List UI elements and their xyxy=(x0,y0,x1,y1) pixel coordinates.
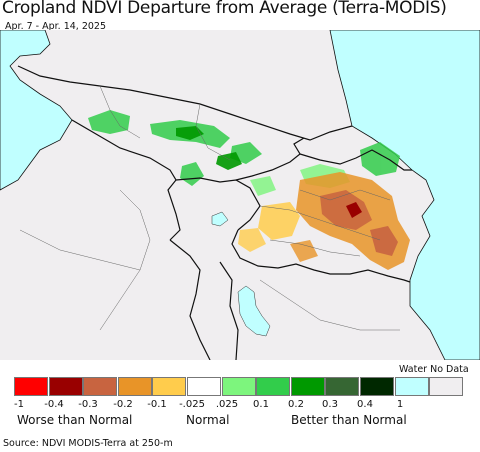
legend-water-nodata-label: Water No Data xyxy=(399,364,469,375)
admin-borders xyxy=(19,85,400,331)
legend-swatch xyxy=(49,377,83,396)
legend-caption-normal: Normal xyxy=(186,413,230,427)
legend-tick-label: -.025 xyxy=(179,399,205,410)
legend-swatch xyxy=(14,377,48,396)
legend-swatch xyxy=(360,377,394,396)
legend-tick-label: 0.1 xyxy=(253,399,269,410)
legend-tick-label: 0.2 xyxy=(288,399,304,410)
legend-swatch xyxy=(395,377,429,396)
legend-swatch xyxy=(256,377,290,396)
legend-color-bar xyxy=(14,377,467,396)
legend-swatch xyxy=(429,377,463,396)
date-range: Apr. 7 - Apr. 14, 2025 xyxy=(5,21,107,32)
legend-tick-label: 0.3 xyxy=(322,399,338,410)
lake-urmia xyxy=(237,285,271,337)
negative-departure-areas xyxy=(238,172,410,270)
legend-swatch xyxy=(83,377,117,396)
legend-swatch xyxy=(187,377,221,396)
legend-tick-label: -0.4 xyxy=(44,399,64,410)
borders xyxy=(17,65,412,360)
legend-tick-label: 0.4 xyxy=(357,399,373,410)
legend-tick-label: -0.1 xyxy=(147,399,167,410)
legend-swatch xyxy=(325,377,359,396)
ndvi-map xyxy=(0,30,480,360)
legend-tick-label: -1 xyxy=(14,399,24,410)
strong-positive-areas xyxy=(176,126,242,170)
legend-swatch xyxy=(152,377,186,396)
legend-tick-label: 1 xyxy=(396,399,404,410)
legend-swatch xyxy=(291,377,325,396)
legend-swatch xyxy=(222,377,256,396)
legend-caption-worse: Worse than Normal xyxy=(17,413,133,427)
legend-tick-label: -0.2 xyxy=(113,399,133,410)
black-sea xyxy=(0,30,73,191)
source-note: Source: NDVI MODIS-Terra at 250-m xyxy=(3,438,173,449)
legend-swatch xyxy=(118,377,152,396)
lake-sevan xyxy=(211,211,229,227)
legend-tick-label: -0.3 xyxy=(78,399,98,410)
legend-caption-better: Better than Normal xyxy=(291,413,407,427)
legend-tick-label: .025 xyxy=(215,399,239,410)
map-title: Cropland NDVI Departure from Average (Te… xyxy=(2,0,447,18)
